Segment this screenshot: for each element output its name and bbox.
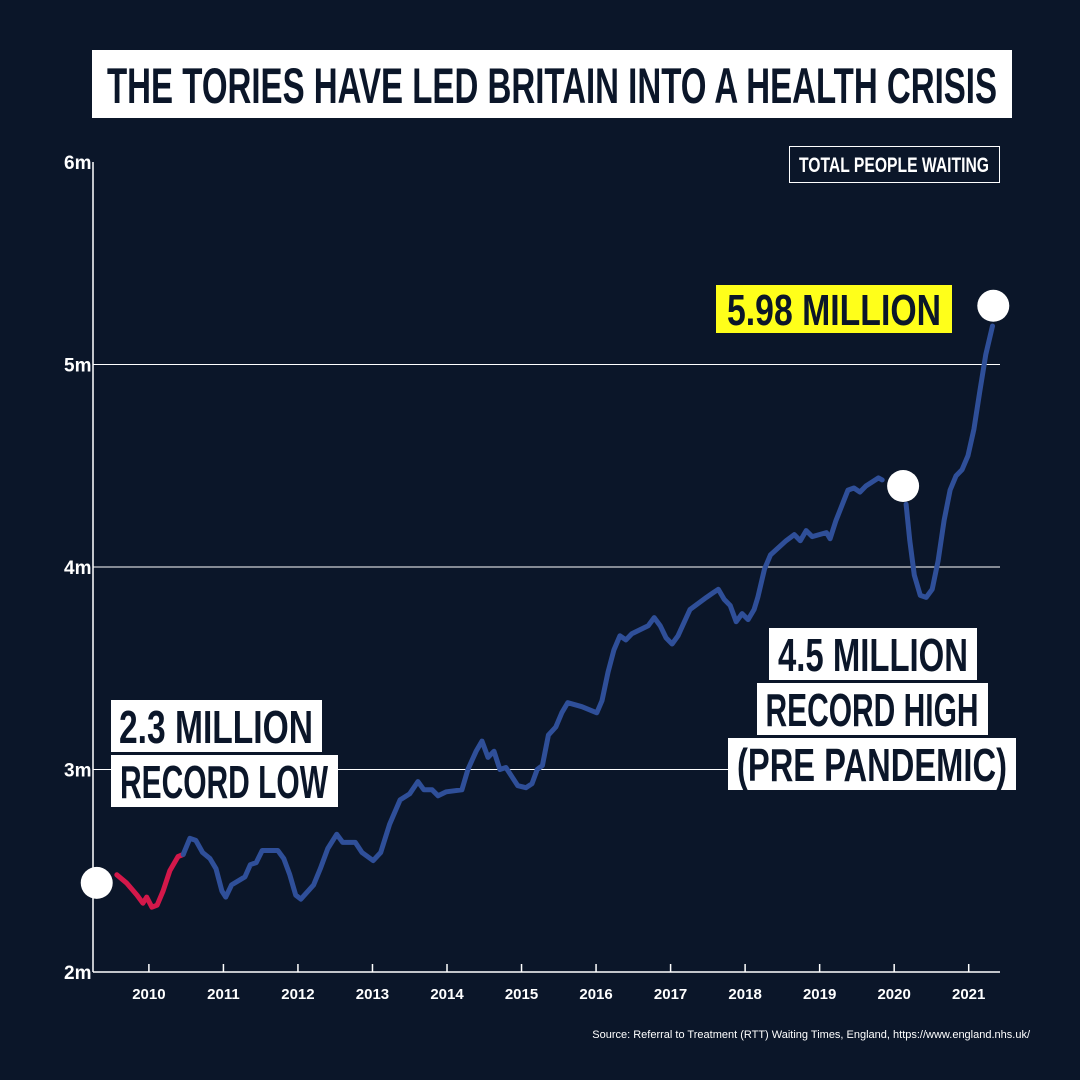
annotation-low: 2.3 MILLION RECORD LOW bbox=[111, 700, 338, 808]
x-tick-label: 2011 bbox=[207, 986, 240, 1003]
annotation-high-line3: (PRE PANDEMIC) bbox=[737, 739, 1007, 791]
y-tick-label: 2m bbox=[64, 963, 91, 984]
legend-box: TOTAL PEOPLE WAITING bbox=[789, 146, 1000, 183]
annotation-low-line2: RECORD LOW bbox=[120, 756, 328, 808]
annotation-high-line2: RECORD HIGH bbox=[766, 684, 979, 736]
x-tick-label: 2021 bbox=[952, 986, 985, 1003]
x-tick-label: 2017 bbox=[654, 986, 687, 1003]
x-tick-label: 2013 bbox=[356, 986, 389, 1003]
source-note: Source: Referral to Treatment (RTT) Wait… bbox=[592, 1029, 1031, 1041]
annotation-low-line1: 2.3 MILLION bbox=[119, 701, 313, 753]
annotation-latest-text: 5.98 MILLION bbox=[727, 286, 941, 335]
data-marker bbox=[80, 866, 113, 899]
series-lines bbox=[114, 323, 995, 910]
series-line-highlight bbox=[114, 852, 186, 910]
markers bbox=[80, 289, 1010, 899]
y-tick-label: 6m bbox=[64, 153, 91, 174]
annotation-latest: 5.98 MILLION bbox=[716, 285, 952, 335]
x-tick-label: 2018 bbox=[728, 986, 761, 1003]
x-tick-label: 2016 bbox=[579, 986, 612, 1003]
annotation-high: 4.5 MILLION RECORD HIGH (PRE PANDEMIC) bbox=[728, 628, 1016, 791]
series-line-main bbox=[903, 323, 995, 600]
series-line-main bbox=[180, 475, 885, 902]
x-tick-label: 2019 bbox=[803, 986, 836, 1003]
chart-title: THE TORIES HAVE LED BRITAIN INTO A HEALT… bbox=[107, 58, 997, 114]
data-marker bbox=[977, 289, 1010, 322]
x-tick-label: 2010 bbox=[132, 986, 165, 1003]
axes: 2m 3m 4m 5m 6m 2010 2011 2012 2013 2014 2015 2016 20… bbox=[64, 153, 1000, 1003]
x-tick-label: 2014 bbox=[430, 986, 464, 1003]
x-tick-label: 2020 bbox=[877, 986, 910, 1003]
data-marker bbox=[887, 470, 920, 502]
x-tick-label: 2012 bbox=[281, 986, 314, 1003]
title-box: THE TORIES HAVE LED BRITAIN INTO A HEALT… bbox=[92, 50, 1012, 118]
x-tick-label: 2015 bbox=[505, 986, 538, 1003]
legend-label: TOTAL PEOPLE WAITING bbox=[799, 154, 989, 177]
annotation-high-line1: 4.5 MILLION bbox=[778, 629, 968, 681]
y-tick-label: 4m bbox=[64, 558, 91, 579]
y-tick-label: 5m bbox=[64, 356, 91, 377]
y-tick-label: 3m bbox=[64, 761, 91, 782]
